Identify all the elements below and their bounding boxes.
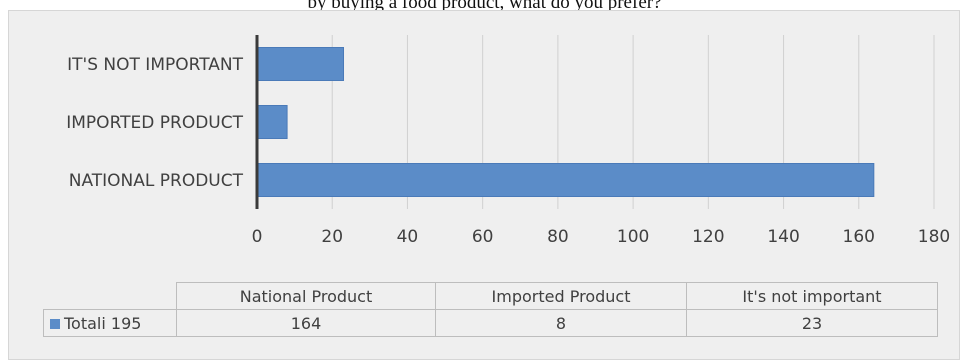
table-header-national: National Product: [176, 282, 436, 310]
x-tick-label: 100: [617, 227, 649, 247]
table-value-imported: 8: [435, 309, 687, 337]
y-category-label: IMPORTED PRODUCT: [66, 113, 243, 133]
table-series-label: Totali 195: [43, 309, 177, 337]
bar: [256, 105, 288, 139]
table-corner-cell: [43, 282, 177, 310]
x-tick-label: 20: [321, 227, 343, 247]
table-header-row: National Product Imported Product It's n…: [43, 282, 938, 310]
bar: [256, 163, 875, 197]
table-row: Totali 195 164 8 23: [43, 309, 938, 337]
x-tick-label: 120: [692, 227, 724, 247]
x-tick-label: 140: [767, 227, 799, 247]
y-category-label: NATIONAL PRODUCT: [69, 171, 244, 191]
x-tick-label: 40: [397, 227, 419, 247]
data-table: National Product Imported Product It's n…: [43, 282, 938, 337]
series-name: Totali 195: [64, 313, 142, 333]
x-tick-label: 60: [472, 227, 494, 247]
x-tick-label: 160: [843, 227, 875, 247]
x-tick-label: 80: [547, 227, 569, 247]
table-header-not-important: It's not important: [686, 282, 938, 310]
table-value-not-important: 23: [686, 309, 938, 337]
bar: [256, 47, 345, 81]
x-tick-label: 180: [918, 227, 950, 247]
table-header-imported: Imported Product: [435, 282, 687, 310]
bar-chart: 0 20 40 60 80 100 120 140 160 180 NATIONAL PRODUCT…: [66, 35, 950, 247]
y-category-label: IT'S NOT IMPORTANT: [67, 55, 243, 75]
legend-key-icon: [50, 318, 60, 329]
chart-caption: by buying a food product, what do you pr…: [307, 0, 662, 13]
table-value-national: 164: [176, 309, 436, 337]
chart-area: 0 20 40 60 80 100 120 140 160 180 NATIONAL PRODUCT…: [8, 10, 960, 360]
x-tick-label: 0: [252, 227, 263, 247]
